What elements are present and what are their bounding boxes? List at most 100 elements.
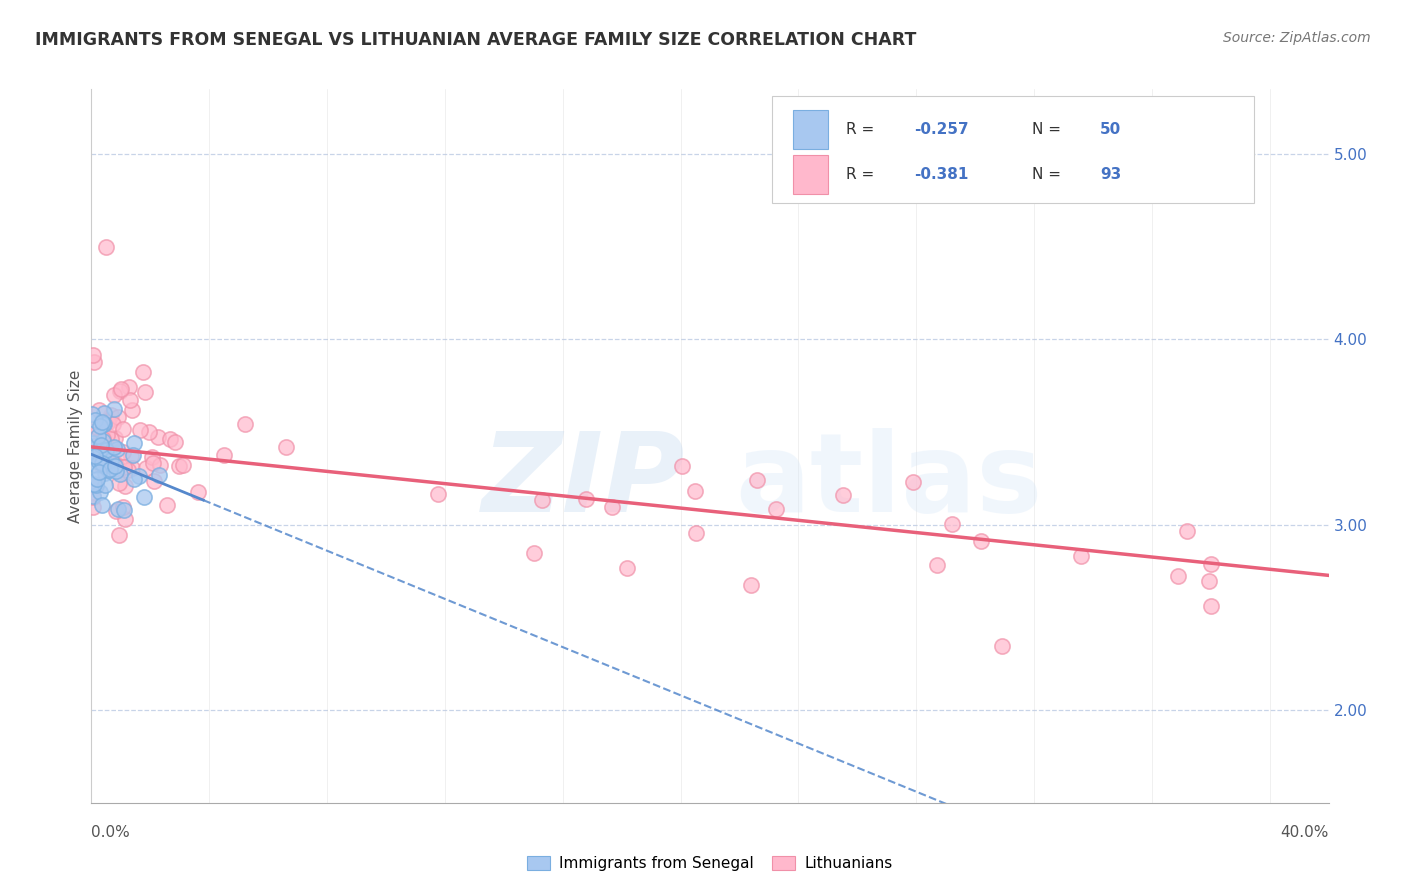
- Point: [101, 417, 124, 431]
- Point: [97, 413, 120, 427]
- Point: [276, 441, 298, 455]
- FancyBboxPatch shape: [772, 96, 1254, 203]
- Point: [100, 432, 122, 446]
- Text: IMMIGRANTS FROM SENEGAL VS LITHUANIAN AVERAGE FAMILY SIZE CORRELATION CHART: IMMIGRANTS FROM SENEGAL VS LITHUANIAN AV…: [35, 31, 917, 49]
- Point: [138, 425, 160, 439]
- Text: -0.257: -0.257: [914, 122, 969, 137]
- Point: [87, 465, 110, 479]
- Point: [135, 461, 157, 475]
- Point: [100, 452, 122, 467]
- Point: [103, 388, 125, 402]
- Point: [86, 472, 108, 486]
- Point: [941, 516, 963, 531]
- Bar: [793, 111, 828, 150]
- Point: [107, 476, 129, 491]
- Point: [970, 534, 993, 549]
- Point: [832, 488, 855, 502]
- Point: [84, 458, 107, 472]
- Point: [105, 442, 128, 457]
- Text: 93: 93: [1099, 168, 1121, 182]
- Point: [86, 447, 108, 461]
- Point: [82, 348, 104, 362]
- Point: [111, 422, 134, 436]
- Point: [91, 432, 114, 446]
- Point: [89, 442, 111, 457]
- Point: [112, 500, 135, 514]
- Point: [98, 462, 121, 476]
- Point: [82, 442, 104, 457]
- Text: ZIP: ZIP: [482, 428, 685, 535]
- Point: [141, 450, 163, 464]
- Point: [94, 466, 117, 480]
- Point: [105, 457, 128, 471]
- Point: [159, 432, 181, 446]
- Point: [89, 419, 111, 434]
- Point: [120, 450, 142, 464]
- Point: [104, 464, 127, 478]
- Point: [128, 469, 150, 483]
- Point: [91, 452, 114, 467]
- Point: [80, 407, 103, 421]
- Point: [172, 458, 194, 473]
- Point: [82, 489, 104, 503]
- Point: [121, 402, 143, 417]
- Point: [86, 438, 108, 452]
- Point: [107, 501, 129, 516]
- Point: [103, 441, 125, 455]
- Point: [84, 449, 107, 463]
- Point: [187, 485, 209, 500]
- Point: [84, 420, 107, 434]
- Point: [925, 558, 948, 572]
- Point: [104, 458, 127, 473]
- Point: [163, 435, 186, 450]
- Point: [683, 484, 706, 499]
- Point: [91, 415, 114, 429]
- Point: [1199, 558, 1222, 572]
- Text: 50: 50: [1099, 122, 1121, 137]
- Point: [84, 478, 107, 492]
- Point: [90, 458, 112, 472]
- Point: [575, 492, 598, 507]
- Text: -0.381: -0.381: [914, 168, 969, 182]
- Point: [83, 450, 105, 464]
- Point: [616, 561, 638, 575]
- Point: [1201, 599, 1223, 613]
- Point: [97, 463, 120, 477]
- Point: [90, 442, 112, 457]
- Point: [90, 442, 112, 457]
- Point: [600, 500, 623, 514]
- Point: [93, 440, 115, 454]
- Point: [91, 498, 114, 512]
- Point: [523, 546, 546, 560]
- Point: [120, 393, 142, 408]
- Point: [83, 476, 105, 491]
- Point: [1070, 549, 1092, 563]
- Point: [96, 443, 118, 458]
- Point: [121, 461, 143, 475]
- Point: [83, 427, 105, 442]
- Text: Source: ZipAtlas.com: Source: ZipAtlas.com: [1223, 31, 1371, 45]
- Point: [901, 475, 924, 489]
- Point: [114, 479, 136, 493]
- Point: [156, 498, 179, 512]
- Point: [531, 492, 554, 507]
- Point: [129, 423, 152, 437]
- Point: [117, 463, 139, 477]
- Text: R =: R =: [846, 122, 879, 137]
- Point: [94, 240, 117, 254]
- Bar: [793, 155, 828, 194]
- Point: [108, 527, 131, 541]
- Point: [97, 450, 120, 465]
- Point: [98, 457, 121, 471]
- Point: [212, 448, 235, 462]
- Point: [90, 438, 112, 452]
- Point: [991, 640, 1014, 654]
- Legend: Immigrants from Senegal, Lithuanians: Immigrants from Senegal, Lithuanians: [522, 849, 898, 877]
- Point: [96, 428, 118, 442]
- Point: [118, 380, 141, 394]
- Point: [84, 413, 107, 427]
- Point: [104, 431, 127, 445]
- Point: [122, 436, 145, 450]
- Text: N =: N =: [1032, 168, 1066, 182]
- Point: [91, 417, 114, 432]
